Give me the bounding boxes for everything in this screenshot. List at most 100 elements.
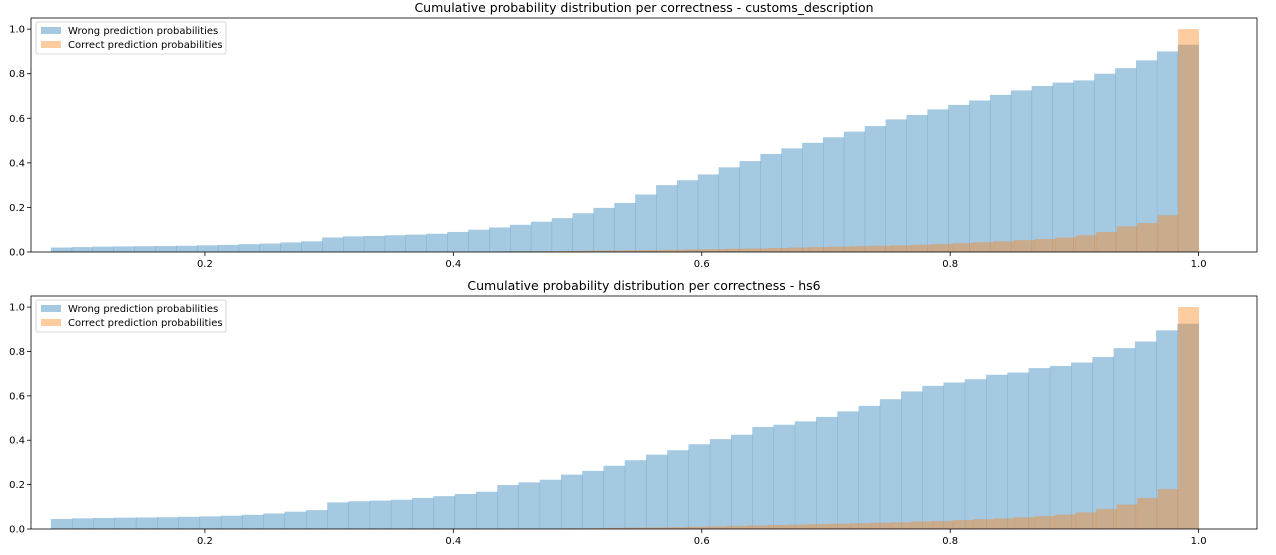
bar	[1156, 330, 1178, 529]
bar	[822, 137, 845, 252]
bar	[697, 174, 720, 252]
y-tick-label: 0.6	[9, 114, 25, 125]
bar	[969, 100, 991, 252]
bar	[530, 221, 553, 252]
bar	[932, 521, 954, 529]
bar	[952, 520, 974, 529]
bar	[560, 474, 583, 529]
legend-label-wrong: Wrong prediction probabilities	[68, 304, 218, 315]
chart-1: Cumulative probability distribution per …	[9, 0, 1258, 270]
bar	[135, 517, 158, 529]
bar	[1028, 368, 1051, 529]
bar	[1075, 235, 1097, 252]
bar	[1010, 90, 1033, 252]
bar	[157, 517, 179, 529]
bar	[989, 94, 1012, 252]
bar	[706, 249, 728, 252]
bar	[572, 213, 594, 252]
bar	[199, 516, 222, 529]
bar	[1031, 85, 1053, 252]
bar	[1178, 29, 1200, 253]
bar	[752, 426, 774, 529]
bar	[405, 234, 427, 252]
x-tick-label: 0.2	[197, 259, 213, 270]
bar	[829, 246, 851, 252]
bar	[973, 519, 995, 529]
bar	[1092, 357, 1115, 529]
legend-label-wrong: Wrong prediction probabilities	[68, 26, 218, 37]
bar	[809, 247, 831, 252]
bar	[891, 522, 913, 529]
bar	[489, 227, 511, 252]
bar	[1049, 365, 1072, 529]
bar	[993, 518, 1015, 529]
bar	[1157, 489, 1179, 529]
bar	[92, 246, 114, 252]
bar	[1055, 237, 1077, 252]
bar	[1116, 504, 1138, 529]
y-tick-label: 1.0	[9, 303, 25, 314]
bar	[1096, 509, 1118, 529]
bar	[747, 248, 769, 252]
bar	[583, 250, 605, 252]
bar	[497, 485, 519, 529]
bar	[539, 479, 562, 529]
bar	[71, 247, 94, 252]
bar	[646, 454, 668, 529]
bar	[1096, 231, 1118, 252]
y-tick-label: 0.4	[9, 436, 25, 447]
bar	[614, 202, 636, 252]
x-tick-label: 0.2	[197, 536, 213, 547]
bar	[901, 391, 923, 529]
bar	[1178, 307, 1200, 529]
bar	[891, 245, 913, 252]
bar	[155, 245, 177, 252]
x-tick-label: 1.0	[1191, 259, 1207, 270]
bar	[727, 248, 749, 252]
bar	[327, 502, 349, 529]
bar	[624, 527, 646, 529]
bar	[850, 523, 872, 529]
bar	[384, 235, 407, 252]
series-correct	[481, 307, 1200, 529]
bar	[843, 131, 866, 252]
bar	[1136, 60, 1158, 252]
bar	[635, 194, 657, 252]
bar	[706, 526, 728, 529]
bar	[809, 524, 831, 529]
bar	[858, 405, 881, 529]
x-tick-label: 0.4	[445, 259, 461, 270]
bar	[624, 460, 647, 529]
legend: Wrong prediction probabilities Correct pr…	[35, 21, 227, 55]
legend-box	[35, 21, 227, 55]
legend-swatch-correct	[41, 41, 61, 48]
bar	[113, 246, 135, 252]
bar	[794, 421, 817, 529]
bar	[509, 224, 532, 252]
y-tick-label: 0.4	[9, 158, 25, 169]
bar	[932, 243, 954, 252]
bar	[952, 243, 974, 252]
legend-swatch-wrong	[41, 27, 61, 34]
bar	[454, 493, 477, 529]
bar	[686, 249, 708, 252]
bar	[850, 246, 872, 252]
bar	[412, 497, 434, 529]
bar	[829, 523, 851, 529]
bar	[1115, 68, 1137, 253]
bar	[1071, 362, 1093, 529]
bar	[426, 233, 448, 252]
x-tick-label: 0.6	[694, 536, 710, 547]
bar	[1113, 348, 1136, 529]
bar	[604, 250, 626, 252]
bar	[1055, 514, 1077, 529]
bar	[134, 246, 156, 252]
bar	[1052, 82, 1074, 252]
bar	[93, 517, 116, 529]
bar	[542, 251, 564, 252]
axes-frame	[30, 17, 1258, 253]
bar	[604, 527, 626, 529]
bar	[747, 525, 769, 529]
bar	[1157, 215, 1179, 252]
bar	[280, 242, 302, 252]
